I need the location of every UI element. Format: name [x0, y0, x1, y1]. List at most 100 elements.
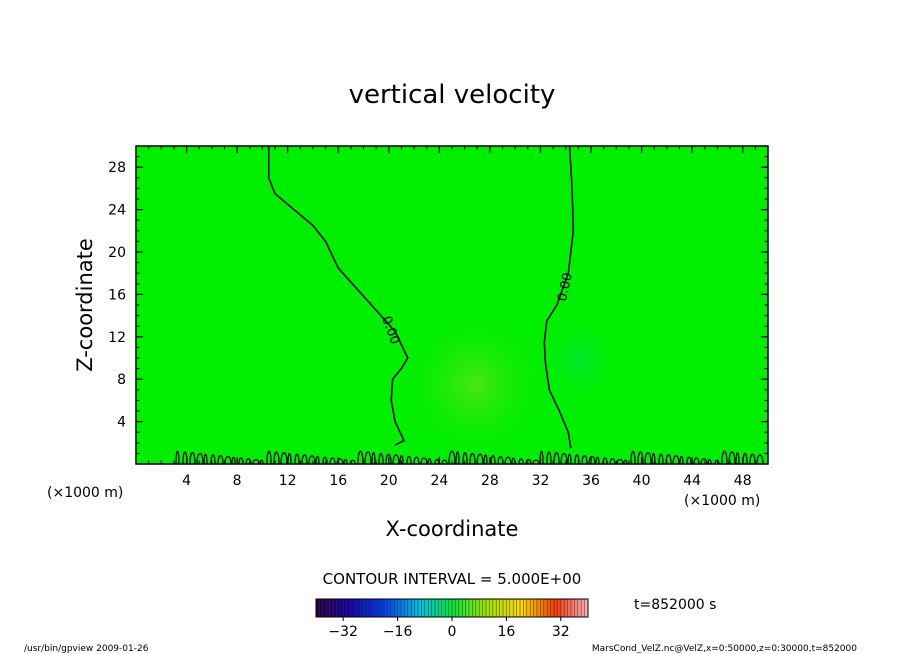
x-tick-label: 20 [380, 473, 398, 489]
y-tick-label: 28 [108, 160, 126, 176]
colorbar-cell [353, 599, 357, 617]
y-tick-label: 12 [108, 330, 126, 346]
colorbar-cell [397, 599, 402, 617]
colorbar-cell [370, 599, 374, 617]
colorbar-cell [367, 599, 371, 617]
colorbar-cell [543, 599, 548, 617]
x-axis-label: X-coordinate [386, 517, 519, 541]
colorbar-cell [329, 599, 334, 617]
x-tick-label: 8 [233, 473, 242, 489]
colorbar-cell [523, 599, 527, 617]
x-tick-label: 40 [633, 473, 651, 489]
colorbar-cell [499, 599, 504, 617]
colorbar-cell [404, 599, 408, 617]
colorbar-cell [550, 599, 555, 617]
colorbar-cell [469, 599, 473, 617]
colorbar-cell [482, 599, 487, 617]
colorbar-cell [509, 599, 514, 617]
x-tick-label: 24 [430, 473, 448, 489]
colorbar-cell [401, 599, 405, 617]
colorbar-tick-label: 32 [552, 624, 570, 640]
x-tick-label: 28 [481, 473, 499, 489]
y-tick-label: 4 [117, 415, 126, 431]
colorbar-cell [537, 599, 541, 617]
colorbar-cell [533, 599, 538, 617]
colorbar-cell [350, 599, 354, 617]
colorbar-cell [343, 599, 347, 617]
colorbar-cell [486, 599, 490, 617]
colorbar-cell [560, 599, 565, 617]
contour-interval-label: CONTOUR INTERVAL = 5.000E+00 [323, 570, 582, 588]
colorbar-tick-label: −32 [328, 624, 358, 640]
colorbar-cell [526, 599, 531, 617]
colorbar-cell [445, 599, 449, 617]
colorbar-cell [418, 599, 422, 617]
colorbar-cell [496, 599, 500, 617]
x-unit-right: (×1000 m) [684, 493, 760, 509]
y-tick-label: 20 [108, 245, 126, 261]
colorbar-cell [516, 599, 521, 617]
x-tick-label: 36 [582, 473, 600, 489]
colorbar-cell [384, 599, 388, 617]
colorbar-cell [472, 599, 476, 617]
colorbar-cell [438, 599, 442, 617]
colorbar-cell [373, 599, 378, 617]
y-tick-label: 16 [108, 287, 126, 303]
x-tick-label: 44 [683, 473, 701, 489]
footer-right: MarsCond_VelZ.nc@VelZ,x=0:50000,z=0:3000… [592, 644, 857, 654]
colorbar-cell [387, 599, 391, 617]
x-axis: 4 8 12 16 20 24 28 32 36 40 44 48 [148, 146, 756, 489]
colorbar-cell [360, 599, 364, 617]
x-tick-label: 48 [734, 473, 752, 489]
y-tick-label: 24 [108, 203, 126, 219]
zero-contour-left [267, 146, 409, 446]
colorbar-cell [475, 599, 480, 617]
colorbar-cell [326, 599, 330, 617]
colorbar-cell [316, 599, 320, 617]
colorbar-cell [414, 599, 419, 617]
colorbar-ticks: −32 −16 0 16 32 [328, 617, 570, 640]
shaded-field [395, 305, 625, 464]
chart-title: vertical velocity [349, 80, 556, 110]
colorbar-cell [407, 599, 412, 617]
x-unit-left: (×1000 m) [47, 485, 123, 501]
colorbar-cell [346, 599, 351, 617]
colorbar-cell [441, 599, 446, 617]
colorbar-cell [336, 599, 340, 617]
colorbar-cell [363, 599, 368, 617]
contour-label-right: 0.00 [555, 271, 576, 302]
colorbar-cell [431, 599, 436, 617]
footer-left: /usr/bin/gpview 2009-01-26 [24, 644, 149, 654]
colorbar-cell [424, 599, 429, 617]
colorbar-cell [577, 599, 582, 617]
colorbar-cell [571, 599, 575, 617]
x-tick-label: 12 [279, 473, 297, 489]
colorbar-cell [435, 599, 439, 617]
x-tick-label: 16 [329, 473, 347, 489]
colorbar-cell [540, 599, 544, 617]
colorbar-cell [333, 599, 337, 617]
colorbar-cell [564, 599, 568, 617]
colorbar-cell [421, 599, 425, 617]
y-axis-label: Z-coordinate [73, 238, 97, 372]
colorbar-cell [503, 599, 507, 617]
zero-contours [175, 146, 764, 464]
colorbar-cell [557, 599, 561, 617]
y-tick-label: 8 [117, 372, 126, 388]
colorbar-cell [339, 599, 344, 617]
zero-contour-right [543, 146, 575, 449]
colorbar-cell [506, 599, 510, 617]
colorbar-cell [411, 599, 415, 617]
x-tick-label: 4 [182, 473, 191, 489]
colorbar-cell [452, 599, 456, 617]
colorbar-cell [489, 599, 493, 617]
colorbar-cell [356, 599, 361, 617]
colorbar-cell [377, 599, 381, 617]
colorbar-cell [448, 599, 453, 617]
colorbar-cell [492, 599, 497, 617]
colorbar-cell [319, 599, 323, 617]
y-axis: 4 8 12 16 20 24 28 [108, 156, 768, 454]
colorbar-cell [380, 599, 385, 617]
time-label: t=852000 s [634, 597, 716, 613]
